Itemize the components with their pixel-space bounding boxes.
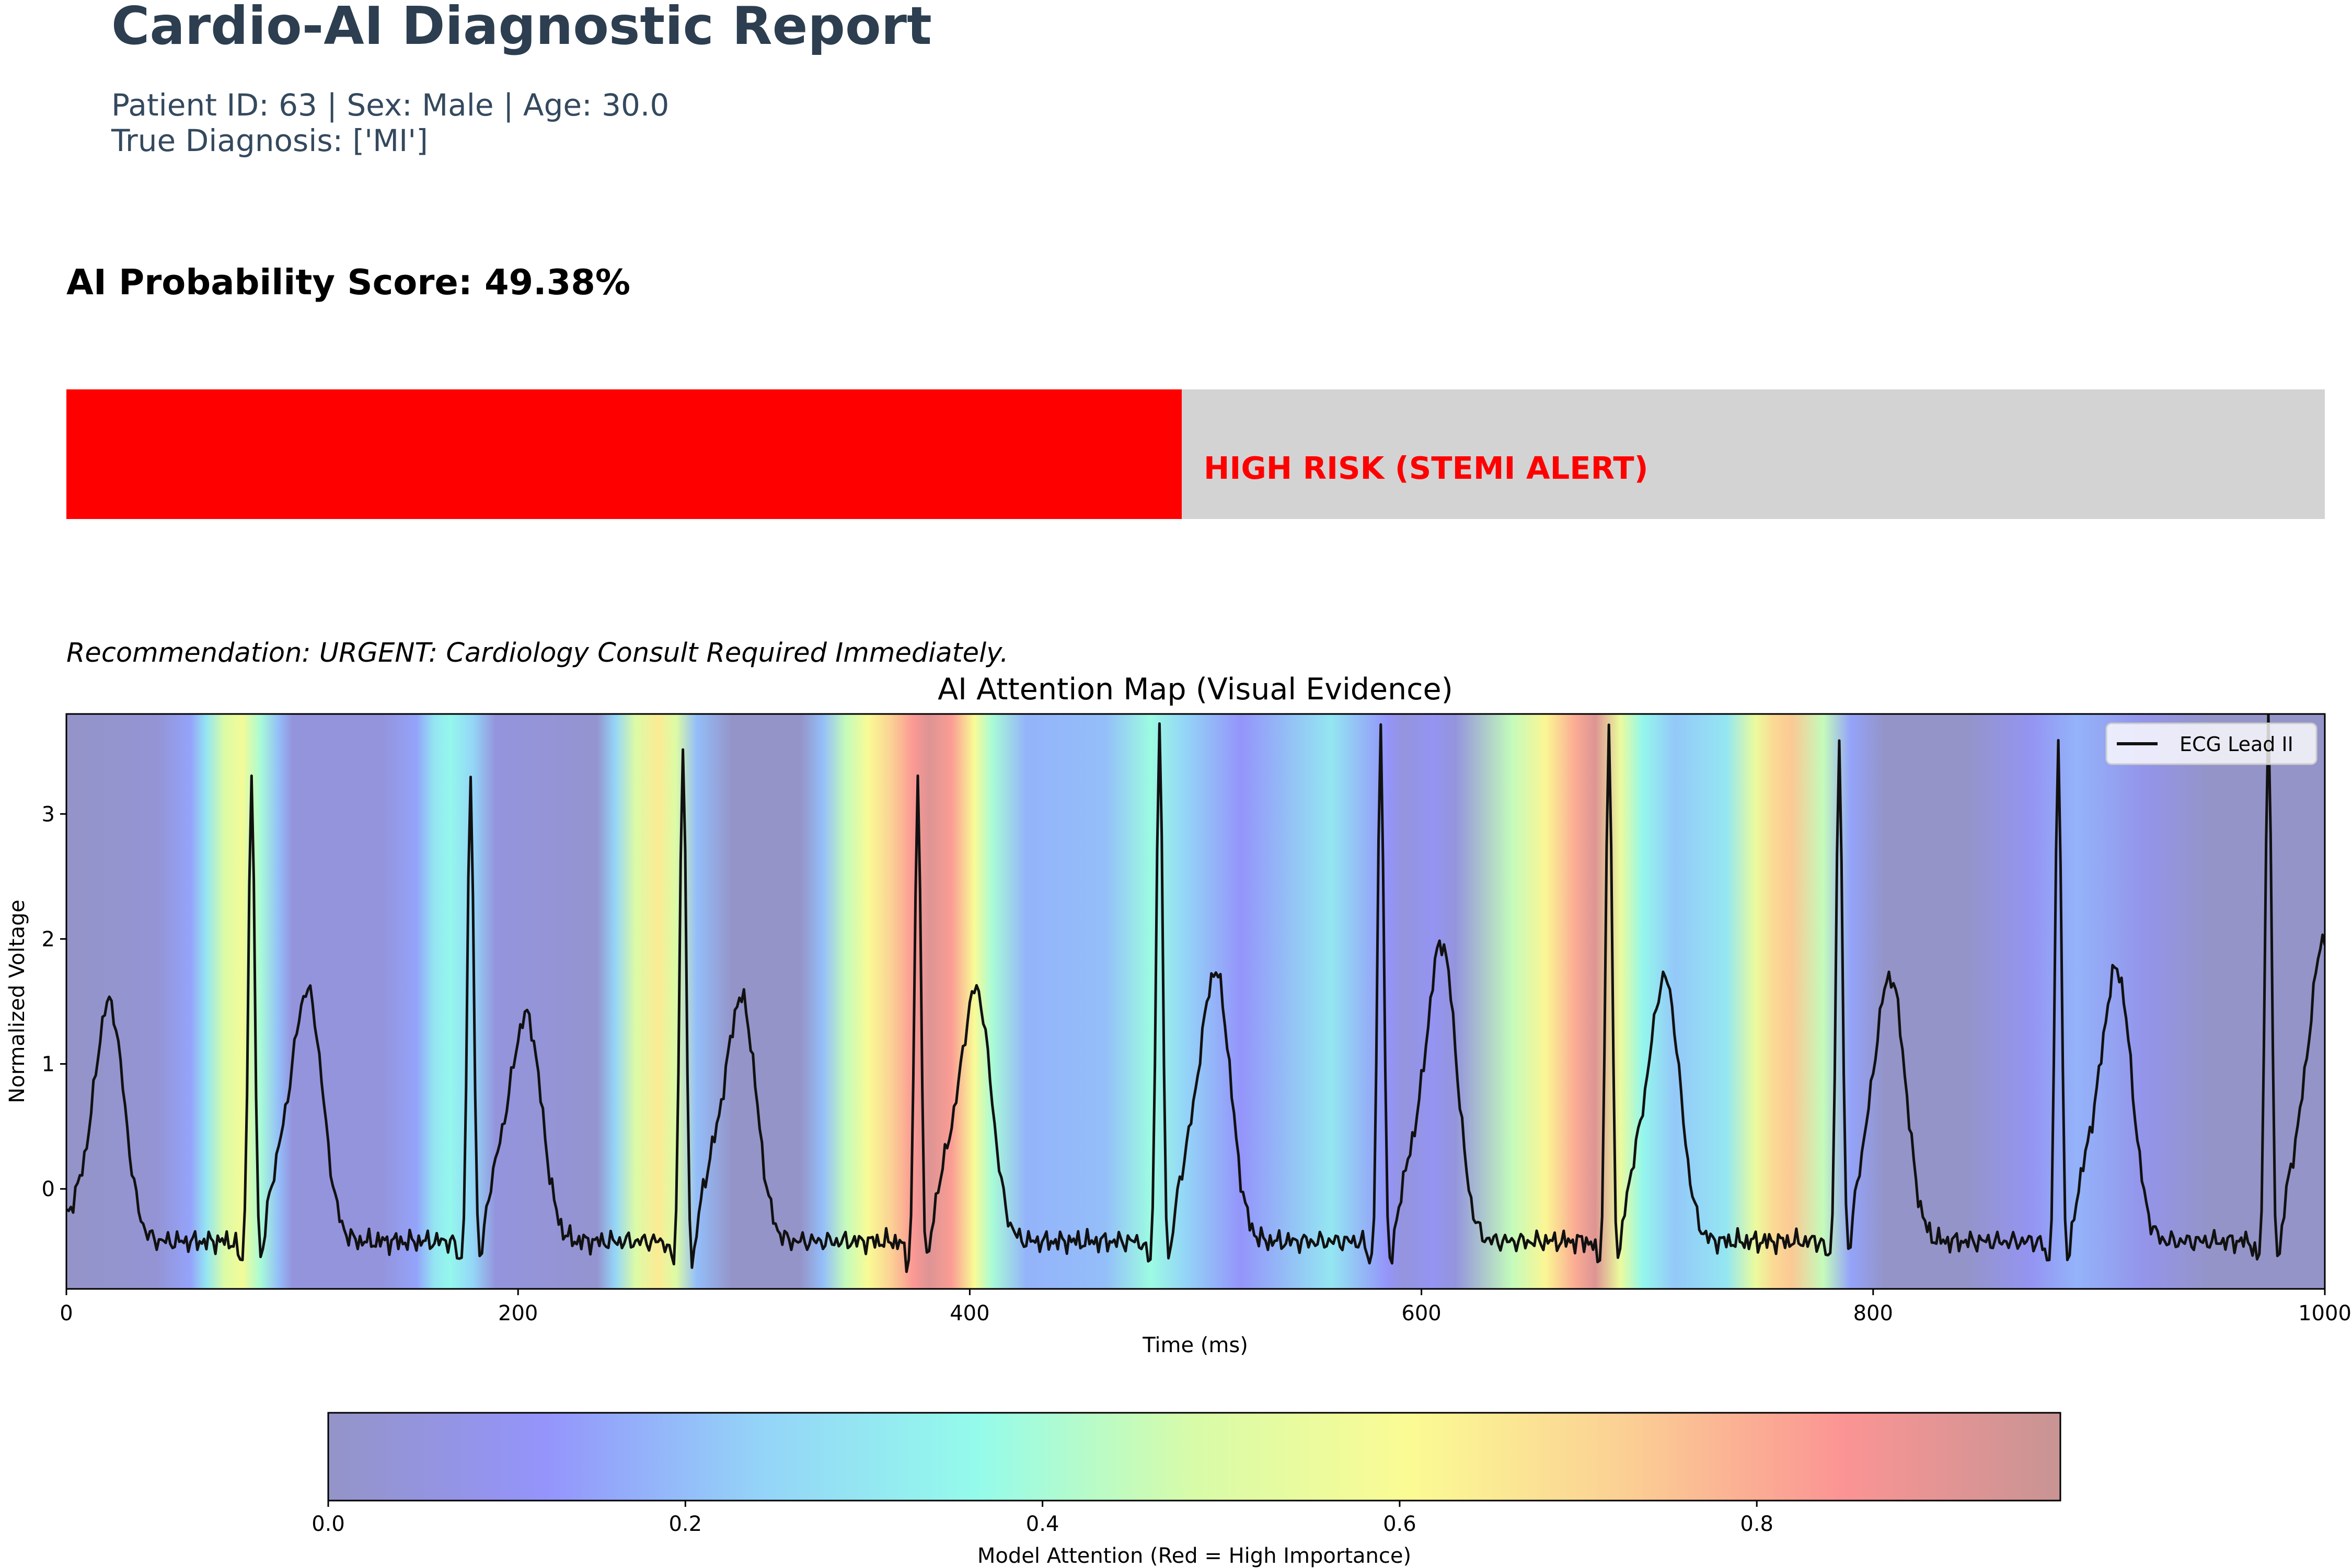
legend-box	[2105, 722, 2318, 765]
colorbar-tick-label: 0.6	[1383, 1512, 1416, 1536]
colorbar-tick-label: 0.8	[1740, 1512, 1773, 1536]
probability-score-label: AI Probability Score: 49.38%	[66, 262, 631, 303]
x-tick-label: 400	[950, 1301, 989, 1325]
legend-entry-ecg-lead-ii: ECG Lead II	[2180, 733, 2293, 756]
x-axis-label: Time (ms)	[1142, 1333, 1248, 1357]
attention-heatmap	[66, 714, 2325, 1289]
ecg-lead-ii-line	[66, 714, 2325, 1273]
x-tick-label: 800	[1853, 1301, 1893, 1325]
x-tick-label: 1000	[2298, 1301, 2351, 1325]
risk-progress-bar	[66, 389, 2325, 519]
y-axis-label: Normalized Voltage	[5, 900, 29, 1103]
x-tick-label: 600	[1401, 1301, 1441, 1325]
chart-legend: ECG Lead II	[2105, 722, 2318, 765]
colorbar-label: Model Attention (Red = High Importance)	[977, 1544, 1411, 1568]
plot-frame	[65, 713, 2326, 1290]
chart-title: AI Attention Map (Visual Evidence)	[938, 672, 1453, 707]
attention-colorbar	[327, 1412, 2061, 1502]
diagnosis-info: True Diagnosis: ['MI']	[111, 123, 428, 158]
colorbar-tick-label: 0.2	[668, 1512, 702, 1536]
risk-progress-fill	[66, 389, 1182, 519]
y-tick-label: 2	[42, 927, 55, 951]
y-tick-label: 0	[42, 1178, 55, 1202]
x-tick-label: 200	[498, 1301, 538, 1325]
patient-info: Patient ID: 63 | Sex: Male | Age: 30.0	[111, 87, 670, 123]
colorbar-tick-label: 0.0	[312, 1512, 345, 1536]
x-tick-label: 0	[60, 1301, 73, 1325]
colorbar-tick-label: 0.4	[1026, 1512, 1059, 1536]
risk-level-label: HIGH RISK (STEMI ALERT)	[1204, 450, 1648, 486]
recommendation-text: Recommendation: URGENT: Cardiology Consu…	[66, 638, 1009, 668]
y-tick-label: 1	[42, 1053, 55, 1077]
y-tick-label: 3	[42, 802, 55, 826]
report-title: Cardio-AI Diagnostic Report	[111, 0, 932, 56]
